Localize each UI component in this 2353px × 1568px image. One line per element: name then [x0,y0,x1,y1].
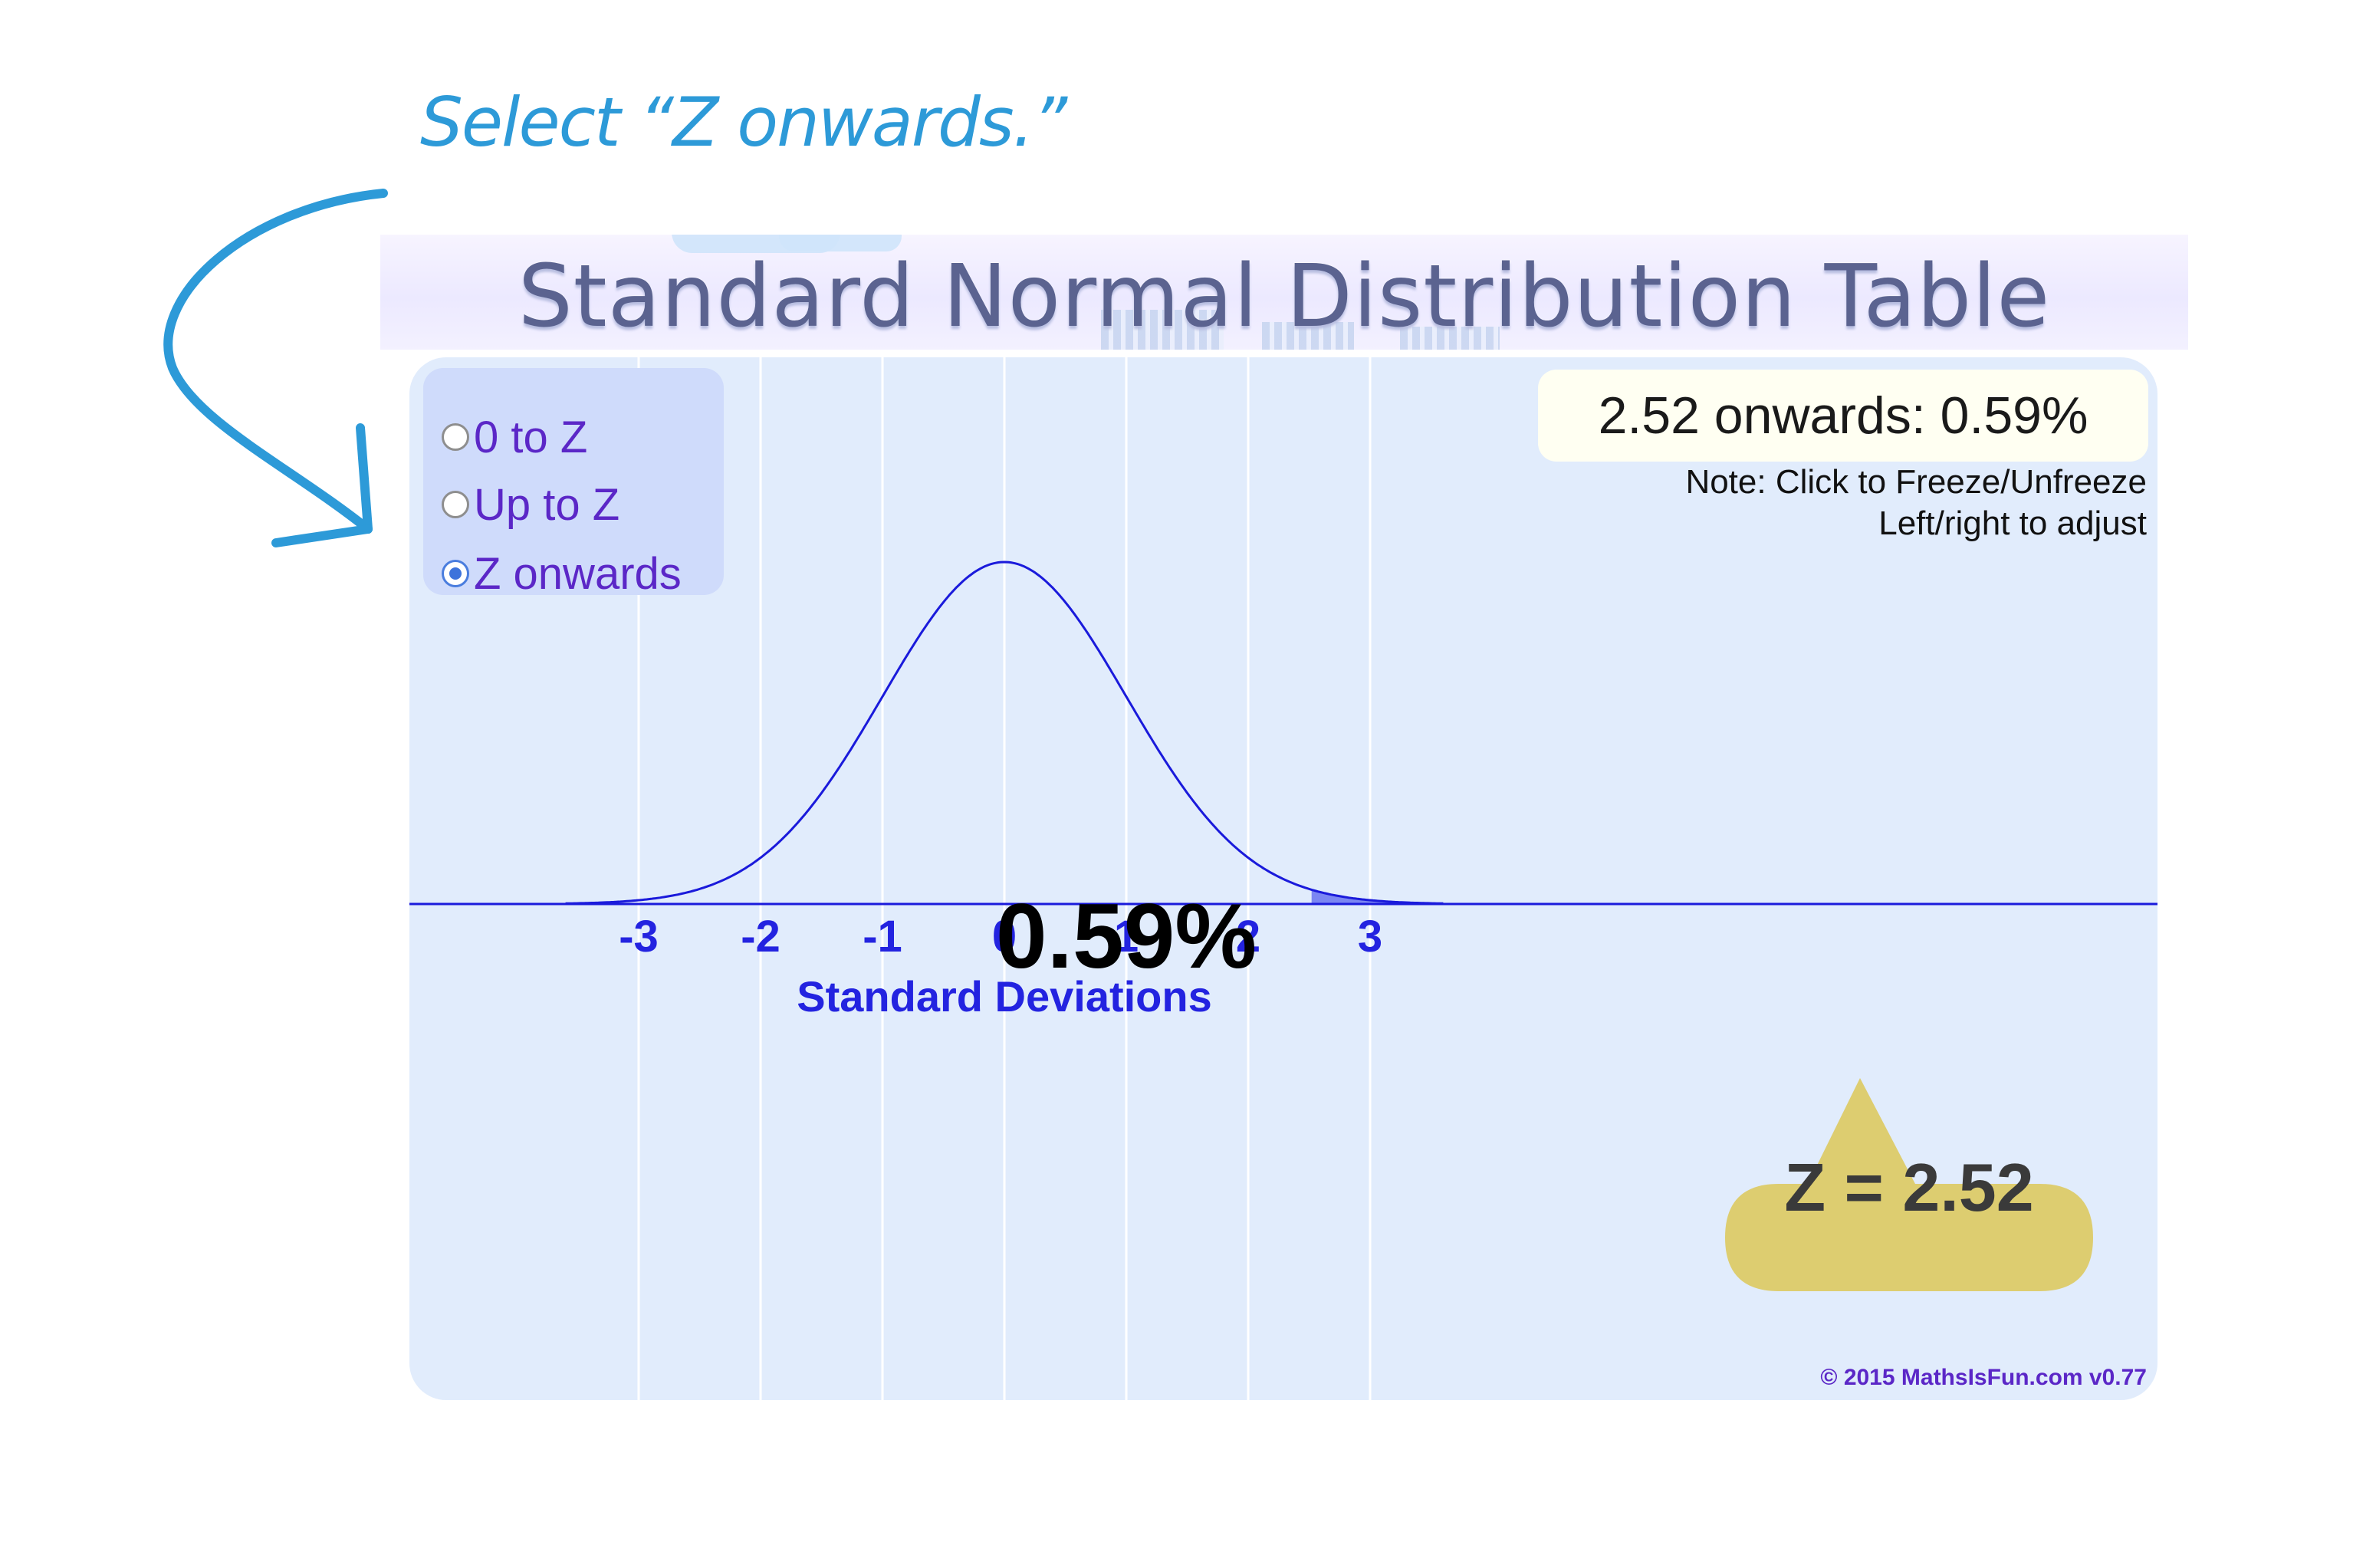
x-tick-label: -1 [863,912,902,962]
header-banner: Standard Normal Distribution Table [380,235,2188,350]
z-marker-callout-shape [1725,1078,2093,1291]
normal-curve [565,560,1444,905]
grid-lines [637,357,1372,1400]
cloud-decoration [779,235,902,251]
radio-up-to-z[interactable] [442,491,469,518]
normal-curve-plot[interactable]: -3 -2 -1 0 1 2 3 Standard Deviations 0.59% [409,357,2157,1400]
z-value-label: Z = 2.52 [1784,1149,2034,1225]
mode-label-0-to-z: 0 to Z [474,412,588,462]
note-adjust: Left/right to adjust [1878,505,2147,542]
instruction-annotation: Select “Z onwards.” [420,83,1067,162]
building-decoration [1262,322,1354,350]
x-tick-label: -3 [619,912,659,962]
area-percentage-label: 0.59% [996,885,1257,988]
mode-option-up-to-z[interactable]: Up to Z [442,474,619,535]
z-marker[interactable]: Z = 2.52 [1725,1078,2093,1297]
x-tick-label: 0 [992,912,1017,962]
mode-label-up-to-z: Up to Z [474,479,620,530]
mode-selector: 0 to Z Up to Z Z onwards [423,368,724,599]
result-text: 2.52 onwards: 0.59% [1598,386,2088,445]
radio-z-onwards[interactable] [442,560,469,587]
mode-option-z-onwards[interactable]: Z onwards [442,543,682,604]
building-decoration [1101,310,1224,350]
x-tick-label: 3 [1358,912,1382,962]
x-tick-label: 2 [1236,912,1260,962]
x-tick-label: 1 [1114,912,1139,962]
result-readout: 2.52 onwards: 0.59% [1538,370,2148,462]
note-freeze: Note: Click to Freeze/Unfreeze [1685,463,2147,501]
building-decoration [1400,327,1500,350]
radio-0-to-z[interactable] [442,423,469,451]
mode-option-0-to-z[interactable]: 0 to Z [442,406,587,468]
x-axis-ticks: -3 -2 -1 0 1 2 3 [619,912,1382,962]
copyright-text: © 2015 MathsIsFun.com v0.77 [1820,1365,2147,1390]
x-tick-label: -2 [741,912,780,962]
shaded-tail-area [1311,889,1444,904]
curved-arrow-icon [163,189,388,547]
mode-label-z-onwards: Z onwards [474,548,682,599]
page-title: Standard Normal Distribution Table [518,247,2051,347]
distribution-panel[interactable]: -3 -2 -1 0 1 2 3 Standard Deviations 0.59% 0 t… [409,357,2157,1400]
x-axis-title: Standard Deviations [797,972,1211,1021]
